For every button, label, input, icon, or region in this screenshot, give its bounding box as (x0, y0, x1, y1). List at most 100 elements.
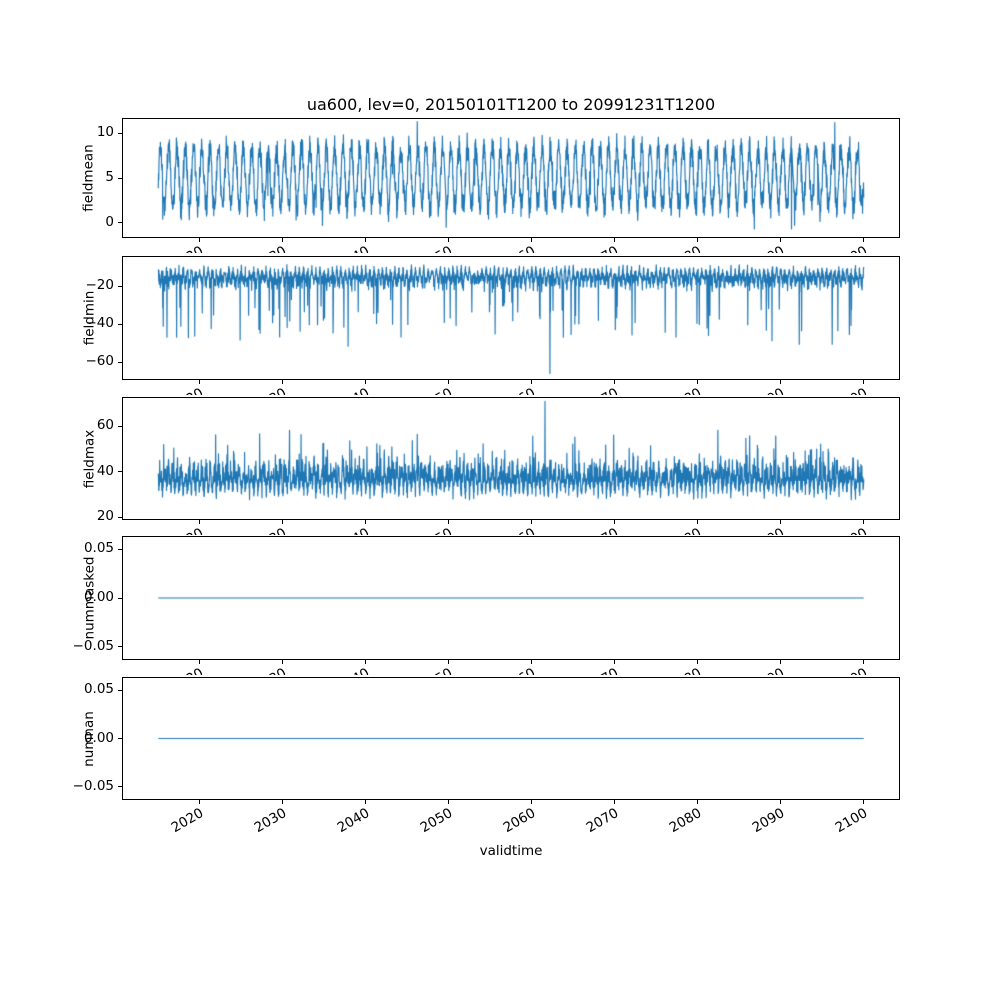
x-tick-label: 2080 (667, 525, 705, 535)
x-tick-label: 2050 (418, 243, 456, 253)
x-tick-label: 2080 (667, 243, 705, 253)
x-tick-mark (448, 520, 450, 524)
x-tick-label: 2040 (335, 243, 373, 253)
x-tick-mark (531, 380, 533, 384)
x-tick-label: 2020 (169, 243, 207, 253)
x-tick-mark (282, 238, 284, 242)
x-tick-label: 2080 (666, 805, 705, 837)
x-tick-mark (697, 238, 699, 242)
x-tick-mark (199, 238, 201, 242)
x-tick-label: 2040 (335, 525, 373, 535)
x-tick-mark (697, 380, 699, 384)
x-tick-mark (448, 800, 450, 804)
x-tick-mark (282, 380, 284, 384)
y-tick-labels: −0.05 0.00 0.05 (0, 677, 114, 800)
x-tick-label: 2090 (750, 243, 788, 253)
x-tick-mark (199, 660, 201, 664)
y-tick-label: 10 (96, 124, 114, 141)
line-series-canvas (123, 398, 899, 519)
y-tick-label: 60 (96, 417, 114, 434)
x-tick-label: 2070 (584, 665, 622, 675)
x-tick-mark (863, 660, 865, 664)
x-tick-mark (282, 520, 284, 524)
y-tick-label: −0.05 (72, 777, 114, 794)
x-tick-mark (531, 660, 533, 664)
line-series-canvas (123, 678, 899, 799)
x-tick-label: 2100 (833, 665, 871, 675)
y-tick-label: 0.00 (83, 589, 114, 605)
y-tick-mark (118, 516, 122, 518)
x-tick-mark (448, 660, 450, 664)
x-tick-labels: 2020 2030 2040 2050 2060 2070 2080 2090 2100 (122, 380, 900, 395)
y-tick-labels: −0.05 0.00 0.05 (0, 536, 114, 660)
y-tick-mark (118, 471, 122, 473)
y-tick-mark (118, 646, 122, 648)
plot-area (118, 536, 900, 664)
x-tick-label: 2040 (335, 665, 373, 675)
x-tick-mark (614, 380, 616, 384)
x-tick-mark (697, 800, 699, 804)
x-tick-mark (199, 380, 201, 384)
x-tick-label: 2030 (252, 525, 290, 535)
x-tick-label: 2020 (169, 385, 207, 395)
x-tick-mark (863, 238, 865, 242)
y-tick-label: 0 (105, 213, 114, 230)
line-series-canvas (123, 257, 899, 379)
y-tick-mark (118, 222, 122, 224)
x-tick-label: 2020 (169, 525, 207, 535)
x-tick-label: 2060 (501, 385, 539, 395)
x-tick-mark (780, 800, 782, 804)
x-tick-mark (365, 380, 367, 384)
y-tick-mark (118, 786, 122, 788)
y-tick-label: 0.00 (83, 729, 114, 746)
x-tick-mark (199, 520, 201, 524)
x-tick-mark (863, 380, 865, 384)
x-tick-mark (448, 238, 450, 242)
y-tick-mark (118, 132, 122, 134)
x-tick-label: 2030 (252, 385, 290, 395)
x-tick-label: 2070 (584, 243, 622, 253)
x-tick-mark (697, 520, 699, 524)
y-tick-mark (118, 597, 122, 599)
y-tick-label: −20 (85, 277, 115, 294)
x-tick-mark (531, 800, 533, 804)
x-tick-label: 2030 (252, 805, 290, 837)
y-tick-mark (118, 689, 122, 691)
x-tick-label: 2090 (749, 805, 788, 837)
x-tick-labels: 2020 2030 2040 2050 2060 2070 2080 2090 2100 (122, 520, 900, 535)
x-tick-label: 2100 (832, 805, 871, 837)
x-tick-label: 2050 (418, 525, 456, 535)
y-tick-label: 5 (105, 169, 114, 185)
x-tick-label: 2090 (750, 525, 788, 535)
y-tick-labels: 20 40 60 (0, 397, 114, 524)
line-series-canvas (123, 537, 899, 659)
x-tick-mark (282, 800, 284, 804)
x-tick-label: 2060 (501, 665, 539, 675)
y-tick-labels: 0 5 10 (0, 118, 114, 238)
x-tick-label: 2050 (418, 385, 456, 395)
subplot-numnan: numnan −0.05 0.00 0.05 2020 2030 2040 2050 206… (0, 677, 1000, 836)
x-tick-mark (780, 238, 782, 242)
plot-area (118, 118, 900, 242)
line-series-canvas (123, 119, 899, 237)
x-tick-label: 2020 (169, 665, 207, 675)
x-tick-mark (614, 520, 616, 524)
x-tick-label: 2020 (169, 805, 207, 837)
y-tick-label: 0.05 (83, 540, 114, 557)
y-tick-label: 0.05 (83, 681, 114, 698)
x-tick-labels: 2020 2030 2040 2050 2060 2070 2080 2090 2100 (122, 800, 900, 842)
x-tick-label: 2050 (418, 805, 456, 837)
y-tick-mark (118, 323, 122, 325)
x-tick-label: 2030 (252, 665, 290, 675)
x-tick-label: 2070 (583, 805, 622, 837)
y-tick-label: 40 (96, 462, 114, 479)
y-tick-label: −60 (85, 353, 115, 370)
x-tick-mark (448, 380, 450, 384)
x-tick-label: 2100 (833, 243, 871, 253)
x-tick-mark (282, 660, 284, 664)
y-tick-mark (118, 738, 122, 739)
x-tick-label: 2040 (335, 805, 373, 837)
